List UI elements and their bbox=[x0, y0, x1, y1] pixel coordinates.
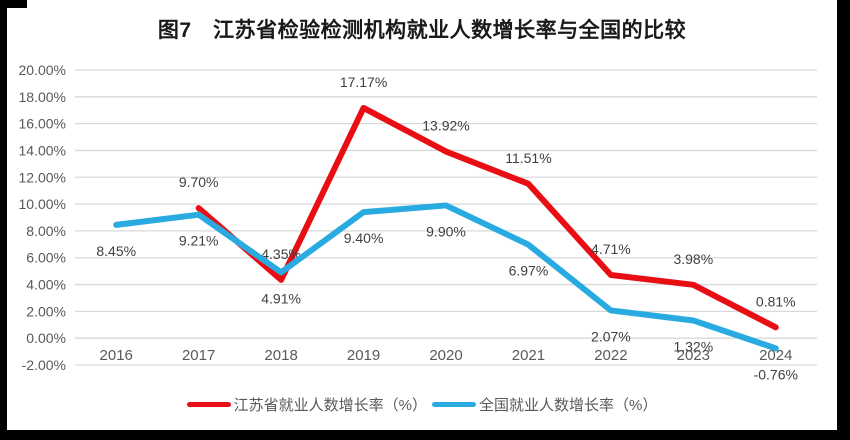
scan-border-right bbox=[837, 0, 850, 440]
data-label: -0.76% bbox=[754, 366, 798, 382]
chart-title: 图7 江苏省检验检测机构就业人数增长率与全国的比较 bbox=[157, 19, 687, 42]
data-label: 4.91% bbox=[261, 290, 301, 306]
scan-border-topleft-mark bbox=[0, 0, 27, 8]
data-label: 13.92% bbox=[422, 118, 469, 134]
data-label: 9.90% bbox=[426, 223, 466, 239]
y-tick-label: 14.00% bbox=[19, 142, 66, 158]
x-tick-label: 2023 bbox=[677, 347, 710, 364]
data-label: 11.51% bbox=[505, 150, 551, 166]
x-tick-label: 2021 bbox=[512, 347, 545, 364]
y-tick-label: 0.00% bbox=[26, 330, 66, 346]
x-tick-label: 2016 bbox=[100, 347, 133, 364]
chart-legend: 江苏省就业人数增长率（%） 全国就业人数增长率（%） bbox=[7, 394, 837, 414]
y-tick-label: 12.00% bbox=[19, 169, 66, 185]
x-tick-label: 2024 bbox=[759, 347, 792, 364]
legend-label-jiangsu: 江苏省就业人数增长率（%） bbox=[233, 396, 427, 414]
y-tick-label: 10.00% bbox=[19, 196, 66, 212]
y-tick-label: 8.00% bbox=[26, 223, 66, 239]
data-label: 17.17% bbox=[340, 74, 387, 90]
x-tick-label: 2018 bbox=[264, 347, 297, 364]
data-label: 9.40% bbox=[344, 230, 384, 246]
data-label: 9.70% bbox=[179, 174, 219, 190]
x-tick-label: 2022 bbox=[594, 347, 627, 364]
data-label: 6.97% bbox=[509, 263, 549, 279]
y-tick-label: 18.00% bbox=[19, 89, 66, 105]
data-label: 4.35% bbox=[261, 246, 301, 262]
y-tick-label: 16.00% bbox=[19, 116, 66, 132]
series-line-0 bbox=[195, 104, 779, 331]
series-line-1 bbox=[113, 202, 779, 352]
data-label: 8.45% bbox=[96, 243, 136, 259]
data-label: 1.32% bbox=[673, 338, 713, 354]
data-label: 2.07% bbox=[591, 328, 631, 344]
x-tick-label: 2017 bbox=[182, 347, 215, 364]
scan-border-left bbox=[0, 0, 7, 440]
legend-item-national: 全国就业人数增长率（%） bbox=[432, 394, 657, 415]
legend-label-national: 全国就业人数增长率（%） bbox=[479, 396, 658, 414]
y-tick-label: 2.00% bbox=[26, 303, 66, 319]
y-tick-label: 4.00% bbox=[26, 277, 66, 293]
data-label: 0.81% bbox=[756, 293, 796, 309]
y-tick-label: 20.00% bbox=[19, 62, 66, 78]
legend-item-jiangsu: 江苏省就业人数增长率（%） bbox=[186, 394, 427, 415]
y-tick-label: -2.00% bbox=[22, 357, 66, 373]
data-label: 9.21% bbox=[179, 233, 219, 249]
x-tick-label: 2019 bbox=[347, 347, 380, 364]
y-tick-label: 6.00% bbox=[26, 250, 66, 266]
legend-swatch-blue-line-icon bbox=[432, 401, 476, 407]
x-tick-label: 2020 bbox=[429, 347, 462, 364]
legend-swatch-red-line-icon bbox=[186, 401, 231, 407]
data-label: 3.98% bbox=[673, 251, 713, 267]
data-label: 4.71% bbox=[591, 241, 631, 257]
scan-border-bottom bbox=[0, 430, 850, 440]
